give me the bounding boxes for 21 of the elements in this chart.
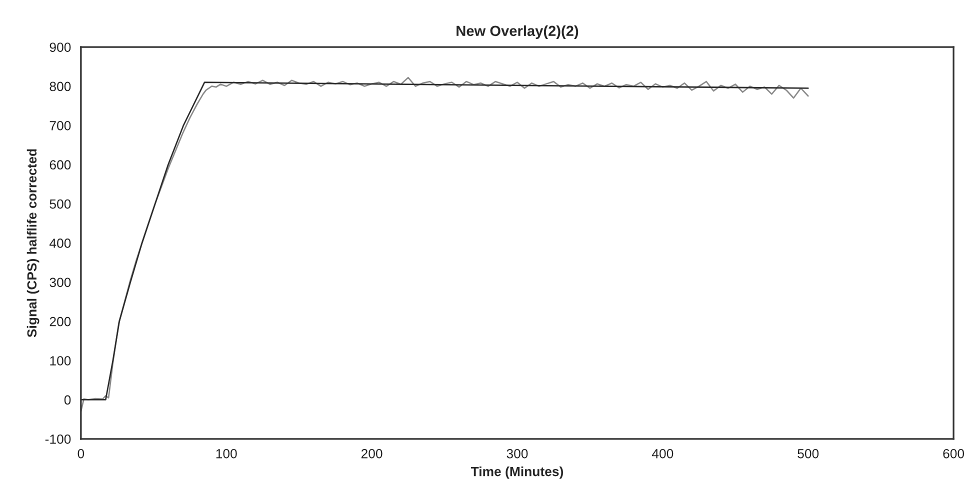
chart-title: New Overlay(2)(2) bbox=[456, 25, 578, 39]
x-tick-label: 500 bbox=[798, 448, 819, 458]
y-tick-label: 600 bbox=[50, 160, 71, 170]
x-tick-label: 600 bbox=[943, 448, 964, 458]
x-tick-label: 100 bbox=[216, 448, 237, 458]
x-tick-label: 400 bbox=[652, 448, 674, 458]
y-tick-label: 900 bbox=[50, 42, 71, 52]
x-tick-label: 0 bbox=[78, 448, 84, 458]
y-tick-label: 800 bbox=[50, 82, 71, 92]
x-axis-title: Time (Minutes) bbox=[470, 466, 564, 479]
x-tick-label: 200 bbox=[361, 448, 382, 458]
y-tick-label: 300 bbox=[50, 278, 71, 288]
x-tick-label: 300 bbox=[506, 448, 528, 458]
y-tick-label: 700 bbox=[50, 120, 71, 130]
y-tick-label: -100 bbox=[45, 434, 71, 444]
y-tick-label: 400 bbox=[49, 238, 71, 248]
y-tick-label: 0 bbox=[64, 395, 71, 405]
y-tick-label: 200 bbox=[50, 316, 71, 326]
y-axis-title: Signal (CPS) halflife corrected bbox=[26, 149, 40, 338]
y-tick-label: 500 bbox=[50, 199, 71, 209]
y-tick-label: 100 bbox=[50, 356, 71, 366]
